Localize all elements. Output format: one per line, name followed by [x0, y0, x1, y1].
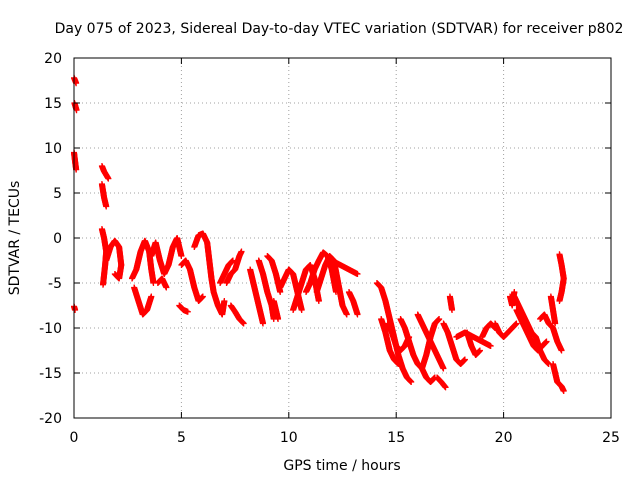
data-point [73, 107, 80, 114]
data-point [513, 320, 520, 327]
y-tick-label: -10 [39, 321, 62, 337]
data-point [343, 311, 350, 318]
data-point [408, 379, 415, 385]
ticks [73, 57, 612, 419]
data-point [199, 293, 206, 300]
grid [74, 58, 611, 418]
data-point [103, 203, 110, 210]
data-point [476, 347, 483, 354]
data-point [395, 361, 402, 367]
data-point [260, 320, 267, 327]
data-point [240, 320, 247, 327]
data-point [449, 307, 456, 313]
data-point [461, 356, 468, 363]
x-tick-label: 15 [387, 430, 405, 446]
data-point [354, 271, 361, 277]
data-point [238, 248, 245, 255]
y-tick-label: 0 [53, 231, 62, 247]
y-tick-label: 20 [44, 51, 62, 67]
data-point [275, 316, 282, 322]
data-point [440, 365, 447, 372]
data-point [354, 311, 361, 318]
data-point [315, 298, 322, 304]
data-point [487, 343, 494, 349]
y-axis-title: SDTVAR / TECUs [7, 181, 23, 296]
data-point [543, 338, 550, 345]
y-tick-label: 5 [53, 186, 62, 202]
y-tick-label: -20 [39, 411, 62, 427]
data-point [298, 307, 305, 313]
y-tick-label: 15 [44, 96, 62, 112]
x-tick-label: 10 [280, 430, 298, 446]
y-tick-labels: -20 -15 -10 -5 0 5 10 15 20 [39, 51, 62, 427]
x-tick-label: 20 [495, 430, 513, 446]
data-point [442, 384, 449, 391]
data-point [558, 347, 565, 354]
data-point [111, 271, 118, 277]
data-point [163, 284, 170, 291]
y-tick-label: -5 [48, 276, 62, 292]
data-point [184, 308, 191, 315]
y-tick-label: 10 [44, 141, 62, 157]
data-point [436, 316, 443, 322]
data-point [560, 388, 567, 394]
y-tick-label: -15 [39, 366, 62, 382]
data-point [105, 175, 112, 182]
data-point [552, 320, 559, 327]
data-point [178, 253, 185, 259]
x-tick-label: 0 [70, 430, 79, 446]
data-point [99, 281, 106, 288]
x-tick-label: 25 [602, 430, 620, 446]
x-axis-title: GPS time / hours [283, 458, 400, 474]
data-point [148, 293, 155, 300]
data-point [72, 307, 79, 313]
chart-title: Day 075 of 2023, Sidereal Day-to-day VTE… [55, 21, 624, 37]
x-tick-label: 5 [177, 430, 186, 446]
data-point [221, 298, 228, 304]
x-tick-labels: 0 5 10 15 20 25 [70, 430, 620, 446]
data-point [556, 298, 563, 304]
